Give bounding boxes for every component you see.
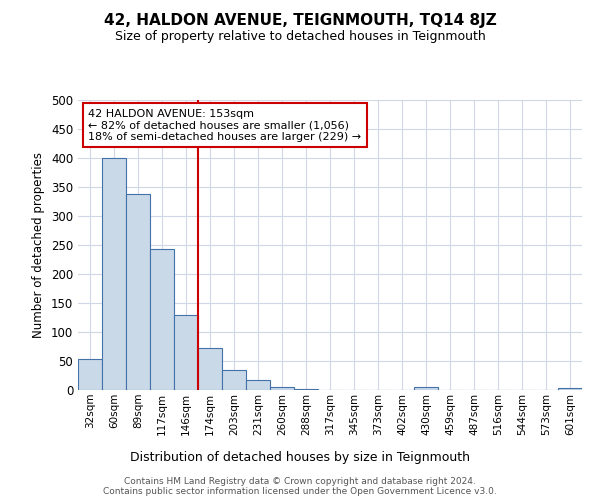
Text: Contains public sector information licensed under the Open Government Licence v3: Contains public sector information licen…: [103, 486, 497, 496]
Bar: [174, 314, 198, 390]
Text: 42, HALDON AVENUE, TEIGNMOUTH, TQ14 8JZ: 42, HALDON AVENUE, TEIGNMOUTH, TQ14 8JZ: [104, 12, 496, 28]
Bar: [126, 194, 150, 390]
Text: Distribution of detached houses by size in Teignmouth: Distribution of detached houses by size …: [130, 451, 470, 464]
Bar: [198, 348, 222, 390]
Bar: [270, 387, 294, 390]
Text: Size of property relative to detached houses in Teignmouth: Size of property relative to detached ho…: [115, 30, 485, 43]
Bar: [246, 380, 270, 390]
Text: 42 HALDON AVENUE: 153sqm
← 82% of detached houses are smaller (1,056)
18% of sem: 42 HALDON AVENUE: 153sqm ← 82% of detach…: [88, 108, 361, 142]
Bar: [558, 388, 582, 390]
Bar: [78, 360, 102, 390]
Bar: [222, 370, 246, 390]
Bar: [150, 249, 174, 390]
Bar: [102, 158, 126, 390]
Text: Contains HM Land Registry data © Crown copyright and database right 2024.: Contains HM Land Registry data © Crown c…: [124, 476, 476, 486]
Bar: [414, 387, 438, 390]
Y-axis label: Number of detached properties: Number of detached properties: [32, 152, 46, 338]
